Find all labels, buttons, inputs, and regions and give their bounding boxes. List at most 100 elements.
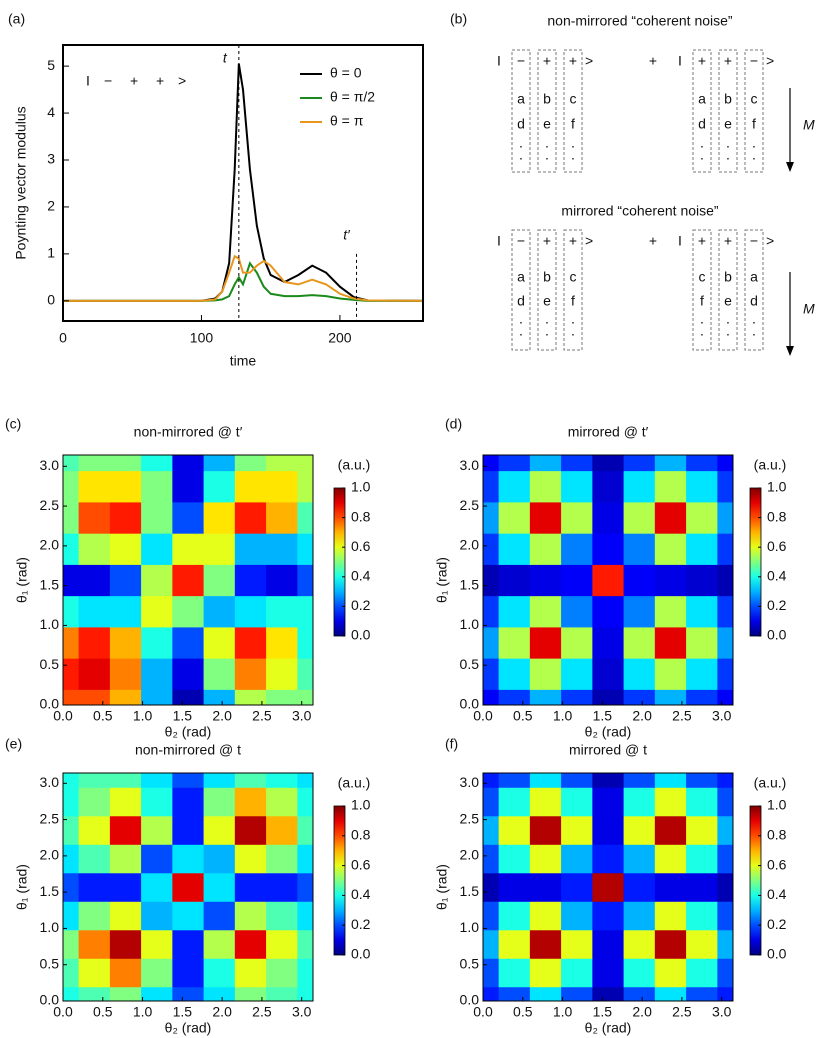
- heat-cell: [109, 844, 142, 874]
- plus: +: [649, 53, 657, 69]
- x-tick-label: 3.0: [292, 708, 312, 724]
- heat-cell: [297, 815, 314, 845]
- heat-cell: [78, 901, 111, 931]
- heat-cell: [141, 564, 173, 597]
- heat-cell: [623, 844, 656, 874]
- column-entry: b: [724, 91, 732, 107]
- y-tick-label: 0.0: [460, 696, 480, 712]
- heat-cell: [498, 986, 531, 1002]
- heat-cell: [141, 958, 173, 988]
- colorbar: [749, 487, 762, 637]
- panel-label: (b): [450, 11, 467, 27]
- x-axis-label: time: [230, 353, 257, 369]
- heat-cell: [234, 564, 267, 597]
- heat-cell: [234, 787, 267, 817]
- column-entry: d: [750, 293, 758, 309]
- column-entry: d: [517, 116, 525, 132]
- heat-cell: [172, 470, 205, 503]
- y-tick-label: 5: [47, 57, 55, 73]
- heat-cell: [78, 787, 111, 817]
- arrow-label: M: [803, 117, 815, 133]
- heat-cell: [234, 929, 267, 959]
- heat-cell: [561, 787, 593, 817]
- heat-cell: [63, 872, 80, 902]
- heat-cell: [654, 595, 687, 628]
- x-tick-label: 1.0: [133, 1004, 153, 1020]
- colorbar-tick-label: 0.4: [351, 568, 371, 584]
- y-tick-label: 3.0: [460, 457, 480, 473]
- heat-cell: [203, 872, 236, 902]
- panel-label: (e): [5, 736, 22, 752]
- column-entry: b: [543, 269, 551, 285]
- heat-cell: [203, 815, 236, 845]
- heat-cell: [654, 986, 687, 1002]
- ket-sign: +: [543, 53, 551, 69]
- y-tick-label: 2.5: [40, 810, 60, 826]
- y-tick-label: 1.5: [40, 576, 60, 592]
- heat-cell: [78, 929, 111, 959]
- heat-cell: [78, 501, 111, 534]
- heat-cell: [266, 815, 298, 845]
- heat-cell: [172, 626, 205, 659]
- heat-cell: [266, 872, 298, 902]
- y-tick-label: 0.5: [460, 656, 480, 672]
- y-axis-label: θ₁ (rad): [14, 557, 30, 603]
- heat-cell: [483, 689, 500, 706]
- heat-cell: [63, 470, 80, 503]
- heat-cell: [592, 533, 625, 565]
- colorbar-tick-label: 0.8: [767, 827, 787, 843]
- column-box: [692, 229, 712, 351]
- heat-cell: [561, 455, 593, 472]
- heat-cell: [654, 958, 687, 988]
- heat-cell: [172, 815, 205, 845]
- heat-cell: [141, 986, 173, 1002]
- heat-cell: [561, 958, 593, 988]
- heat-cell: [561, 501, 593, 534]
- heat-cell: [498, 815, 531, 845]
- heat-cell: [623, 689, 656, 706]
- y-tick-label: 0.5: [460, 955, 480, 971]
- colorbar-tick-label: 0.2: [351, 597, 371, 613]
- heat-cell: [529, 844, 562, 874]
- legend-label: θ = π: [330, 113, 364, 129]
- y-tick-label: 3.0: [40, 774, 60, 790]
- heat-cell: [717, 455, 734, 472]
- heat-cell: [266, 689, 298, 706]
- heat-cell: [234, 844, 267, 874]
- x-tick-label: 2.5: [672, 1004, 692, 1020]
- column-box: [563, 229, 583, 351]
- chart-title: non-mirrored @ t: [135, 742, 241, 758]
- heat-cell: [234, 815, 267, 845]
- colorbar-tick-label: 1.0: [767, 479, 787, 495]
- y-tick-label: 2.0: [460, 537, 480, 553]
- y-tick-label: 1.5: [40, 883, 60, 899]
- ket-close: >: [585, 233, 593, 249]
- heat-cell: [234, 773, 267, 788]
- heat-cell: [109, 689, 142, 706]
- heat-cell: [203, 533, 236, 565]
- heat-cell: [717, 901, 734, 931]
- x-tick-label: 100: [190, 330, 214, 346]
- heat-cell: [266, 787, 298, 817]
- column-entry: ·: [700, 326, 705, 342]
- heat-cell: [141, 501, 173, 534]
- ket-open: I: [678, 53, 682, 69]
- heat-cell: [297, 595, 314, 628]
- column-entry: ·: [700, 314, 705, 330]
- heat-cell: [297, 533, 314, 565]
- plus: +: [649, 233, 657, 249]
- heat-cell: [623, 872, 656, 902]
- y-tick-label: 2.5: [460, 497, 480, 513]
- heat-cell: [592, 658, 625, 690]
- column-entry: e: [543, 116, 551, 132]
- heat-cell: [109, 626, 142, 659]
- heat-cell: [63, 626, 80, 659]
- heat-cell: [498, 901, 531, 931]
- heat-cell: [141, 689, 173, 706]
- heat-cell: [654, 815, 687, 845]
- heat-cell: [654, 533, 687, 565]
- heat-cell: [234, 689, 267, 706]
- column-entry: ·: [752, 150, 757, 166]
- heat-cell: [686, 533, 718, 565]
- heat-cell: [266, 901, 298, 931]
